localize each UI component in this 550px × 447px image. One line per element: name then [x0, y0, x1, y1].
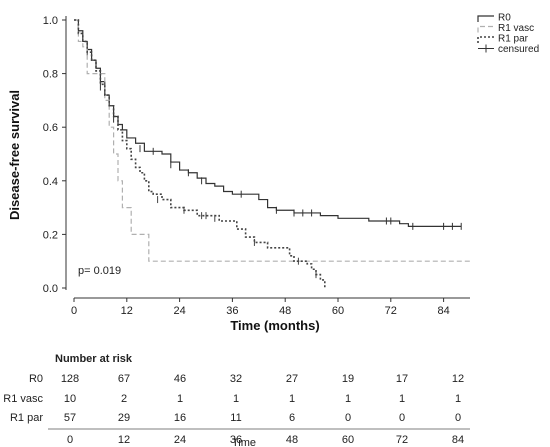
legend-swatch	[477, 36, 494, 43]
x-tick-label: 60	[332, 305, 344, 317]
legend-item: R1 par	[477, 34, 529, 45]
risk-cell: 27	[286, 373, 298, 385]
legend-item: R1 vasc	[477, 23, 534, 34]
y-tick-label: 0.4	[43, 176, 58, 188]
y-axis-label: Disease-free survival	[7, 90, 22, 220]
risk-table-title: Number at risk	[55, 353, 133, 365]
risk-time-label: 72	[396, 434, 408, 446]
legend-swatch	[477, 25, 494, 33]
risk-cell: 57	[64, 412, 76, 424]
x-tick-label: 48	[279, 305, 291, 317]
risk-row: R1 par 57 29 16 11 6 0 0 0	[10, 412, 461, 424]
series-r1-vasc	[74, 19, 470, 262]
series-layer	[74, 19, 470, 288]
series-line	[74, 19, 462, 227]
series-r0	[74, 19, 462, 230]
x-tick-label: 12	[121, 305, 133, 317]
risk-cell: 11	[230, 412, 241, 424]
x-tick-label: 24	[173, 305, 185, 317]
risk-cell: 0	[345, 412, 351, 424]
legend-label: censured	[498, 44, 539, 55]
series-line	[74, 19, 470, 262]
risk-cell: 46	[174, 373, 186, 385]
risk-cell: 1	[233, 393, 239, 405]
x-tick-label: 0	[71, 305, 77, 317]
legend-swatch	[477, 15, 494, 22]
y-tick-label: 0.2	[43, 229, 58, 241]
risk-row-label: R1 par	[10, 412, 43, 424]
risk-cell: 1	[345, 393, 351, 405]
y-tick-label: 0.6	[43, 122, 58, 134]
risk-cell: 1	[289, 393, 295, 405]
x-tick-label: 36	[226, 305, 238, 317]
risk-cell: 0	[455, 412, 461, 424]
axes	[65, 16, 470, 299]
risk-cell: 12	[452, 373, 464, 385]
risk-row: R1 vasc 10 2 1 1 1 1 1 1	[3, 393, 461, 405]
risk-cell: 1	[399, 393, 405, 405]
risk-row-label: R0	[29, 373, 43, 385]
risk-cell: 128	[61, 373, 79, 385]
risk-time-label: 84	[452, 434, 464, 446]
risk-cell: 16	[174, 412, 186, 424]
legend-label: R1 par	[498, 34, 529, 45]
risk-cell: 0	[399, 412, 405, 424]
y-tick-label: 0.0	[43, 283, 58, 295]
series-line	[74, 19, 326, 288]
risk-cell: 19	[342, 373, 354, 385]
risk-cell: 10	[64, 393, 76, 405]
x-tick-label: 72	[385, 305, 397, 317]
risk-time-label: 48	[286, 434, 298, 446]
x-axis-label: Time (months)	[230, 318, 319, 333]
risk-time-label: 12	[118, 434, 130, 446]
risk-cell: 29	[118, 412, 130, 424]
risk-cell: 1	[177, 393, 183, 405]
risk-cell: 2	[121, 393, 127, 405]
risk-time-label: 60	[342, 434, 354, 446]
y-tick-label: 0.8	[43, 69, 58, 81]
risk-time-label: 24	[174, 434, 186, 446]
risk-cell: 1	[455, 393, 461, 405]
legend-label: R1 vasc	[498, 23, 534, 34]
risk-cell: 32	[230, 373, 242, 385]
y-tick-label: 1.0	[43, 15, 58, 27]
x-ticks: 0 12 24 36 48 60 72 84	[71, 298, 450, 317]
series-r1-par	[74, 19, 326, 288]
risk-row-label: R1 vasc	[3, 393, 43, 405]
risk-cell: 6	[289, 412, 295, 424]
legend-item: censured	[478, 44, 539, 55]
y-ticks: 0.0 0.2 0.4 0.6 0.8 1.0	[43, 15, 66, 295]
risk-cell: 67	[118, 373, 130, 385]
p-value-annotation: p= 0.019	[78, 265, 121, 277]
risk-time-label: 36	[230, 434, 242, 446]
legend-item: R0	[477, 13, 511, 24]
x-tick-label: 84	[437, 305, 449, 317]
legend-label: R0	[498, 13, 511, 24]
risk-row: R0 128 67 46 32 27 19 17 12	[29, 373, 464, 385]
risk-time-axis-title: Time	[232, 437, 256, 447]
risk-time-label: 0	[67, 434, 73, 446]
risk-cell: 17	[396, 373, 408, 385]
